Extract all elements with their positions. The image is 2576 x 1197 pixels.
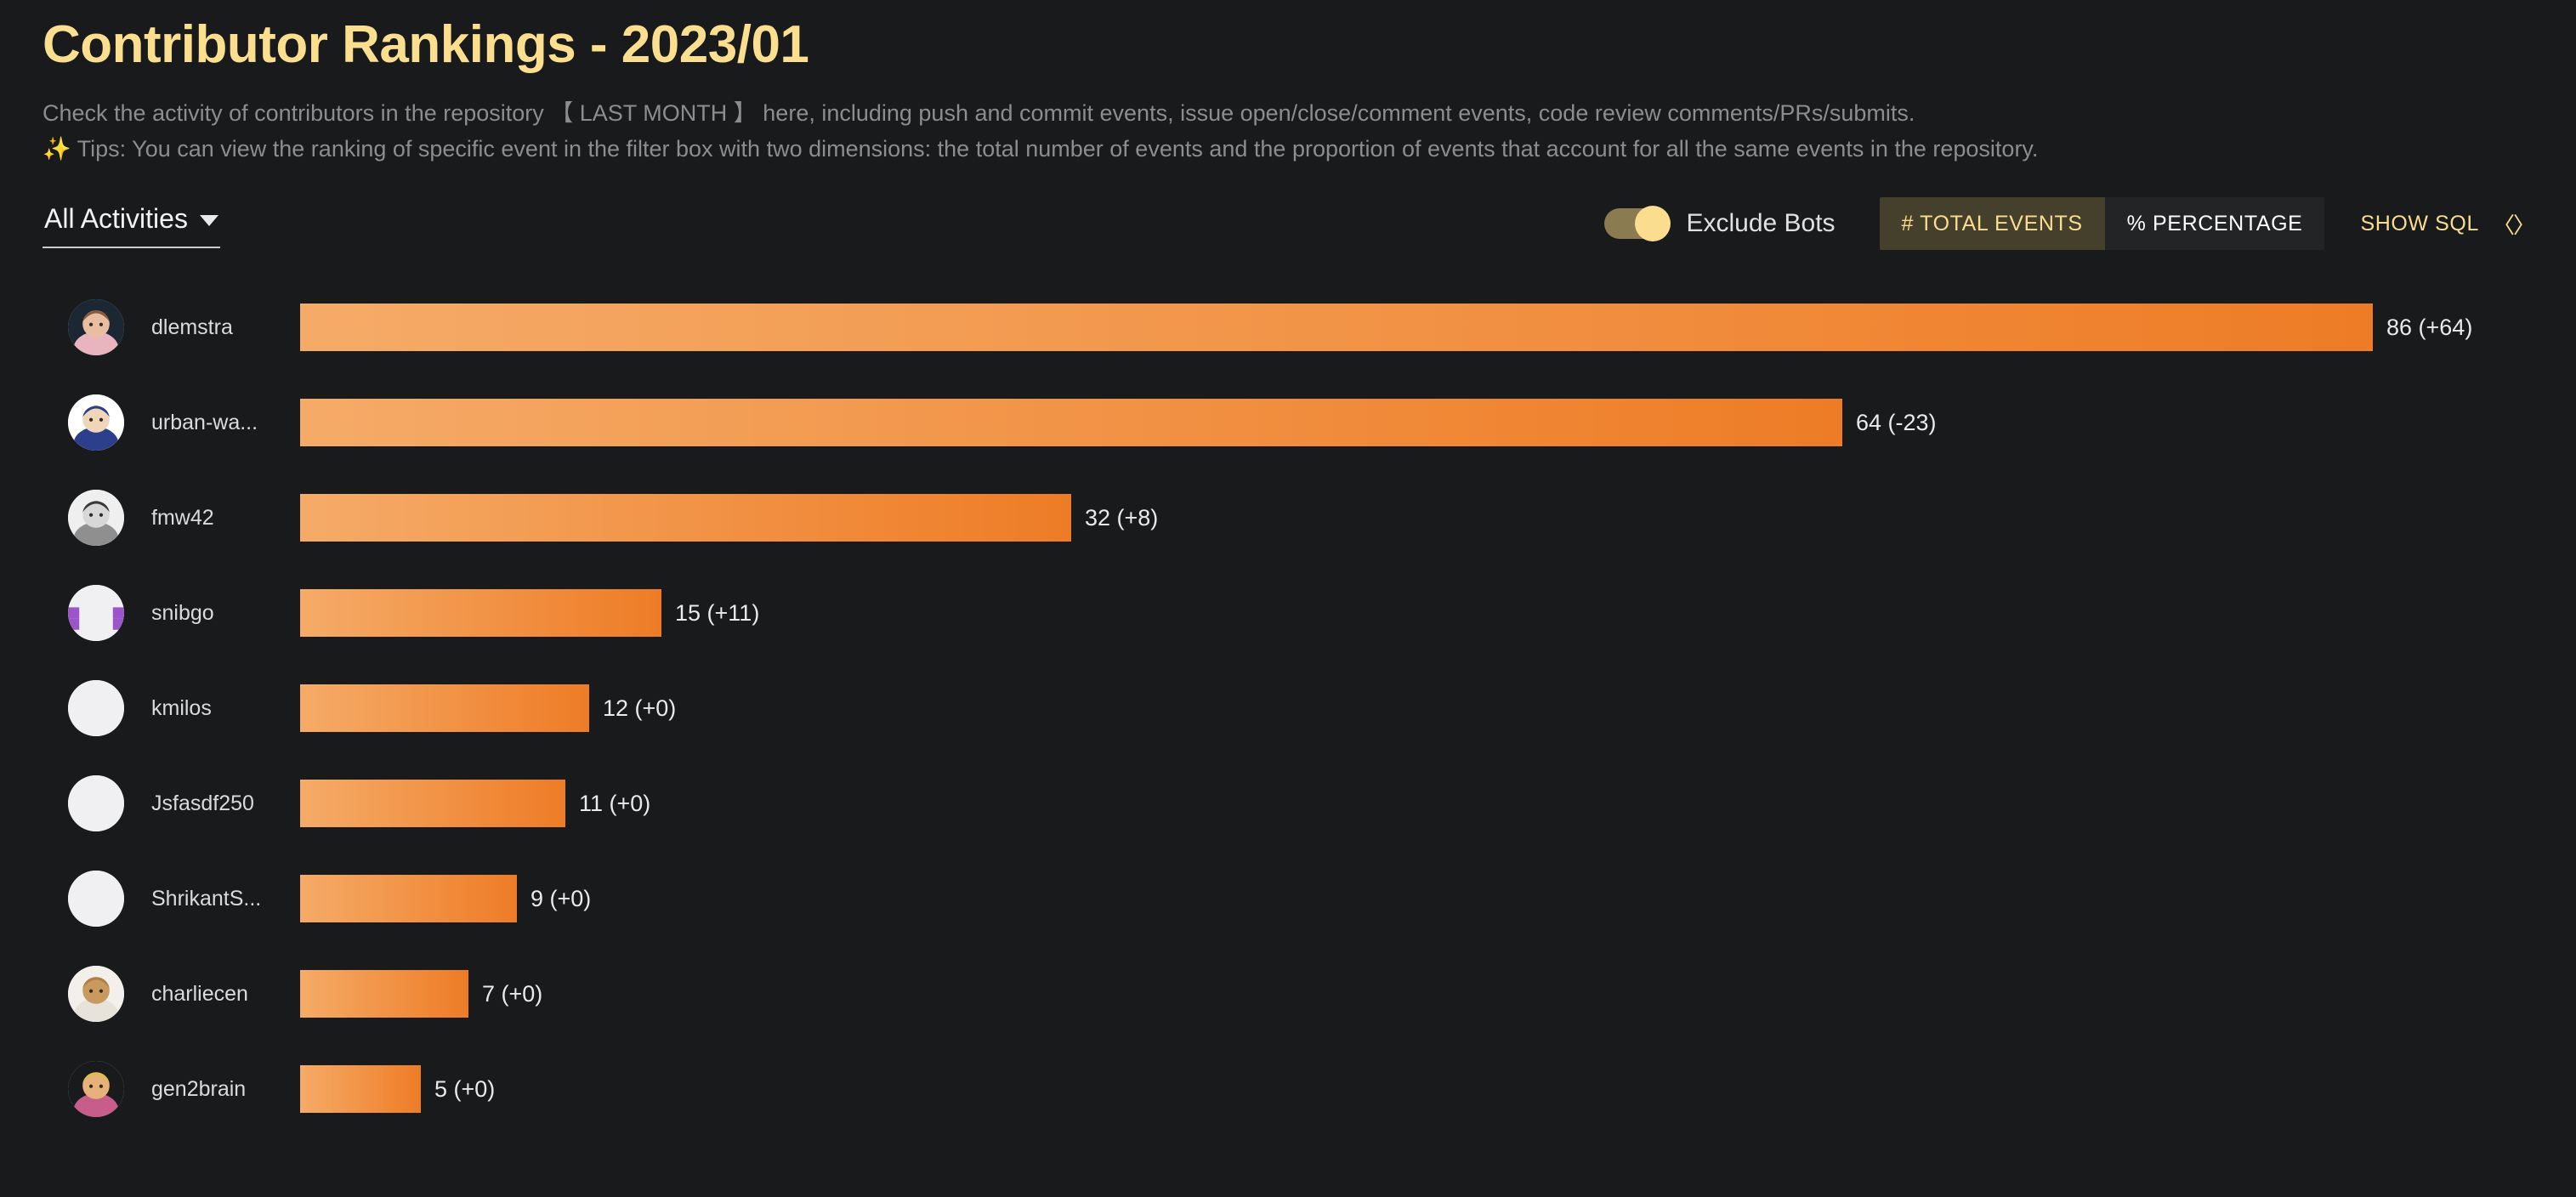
exclude-bots-label: Exclude Bots [1686,209,1836,238]
ranking-row[interactable]: gen2brain 5 (+0) [43,1041,2533,1137]
contributor-bar[interactable] [300,589,661,638]
bar-value-label: 12 (+0) [603,695,677,721]
bar-area: 15 (+11) [300,565,2533,661]
controls-bar: All Activities Exclude Bots # TOTAL EVEN… [43,193,2535,254]
ranking-row[interactable]: fmw42 32 (+8) [43,470,2533,565]
contributor-name[interactable]: snibgo [151,600,214,625]
bar-value-label: 15 (+11) [675,599,760,626]
ranking-row[interactable]: ShrikantS... 9 (+0) [43,851,2533,946]
toggle-track[interactable] [1604,206,1671,242]
avatar [68,394,124,451]
bar-value-label: 11 (+0) [579,790,651,816]
ranking-row[interactable]: urban-wa... 64 (-23) [43,375,2533,470]
bar-area: 9 (+0) [300,851,2533,946]
avatar [68,299,124,356]
avatar [68,1061,124,1118]
activity-filter-label: All Activities [44,202,188,234]
avatar [68,966,124,1023]
tab-total-events[interactable]: # TOTAL EVENTS [1879,197,2105,251]
description-line-1: Check the activity of contributors in th… [43,100,1915,127]
bar-area: 64 (-23) [300,375,2533,470]
bar-value-label: 86 (+64) [2386,314,2473,340]
page-title: Contributor Rankings - 2023/01 [43,15,809,74]
bar-value-label: 9 (+0) [531,885,592,911]
avatar [68,871,124,928]
bar-area: 32 (+8) [300,470,2533,565]
chevron-down-icon [199,214,218,226]
contributor-name[interactable]: Jsfasdf250 [151,791,254,815]
code-brackets-icon: 〈〉 [2492,212,2535,238]
activity-filter-select[interactable]: All Activities [43,200,220,248]
bar-area: 7 (+0) [300,946,2533,1041]
avatar [68,680,124,737]
ranking-row[interactable]: snibgo 15 (+11) [43,565,2533,661]
contributor-bar[interactable] [300,304,2373,352]
avatar [68,775,124,832]
ranking-row[interactable]: kmilos 12 (+0) [43,661,2533,756]
bar-area: 86 (+64) [300,280,2533,375]
contributor-bar[interactable] [300,684,589,733]
toggle-knob [1635,206,1671,242]
show-sql-button[interactable]: SHOW SQL 〈〉 [2360,208,2535,240]
description-line-2-wrap: ✨ Tips: You can view the ranking of spec… [43,132,2533,167]
tab-percentage[interactable]: % PERCENTAGE [2104,197,2325,251]
bar-area: 12 (+0) [300,661,2533,756]
show-sql-label: SHOW SQL [2360,211,2479,235]
contributor-bar[interactable] [300,494,1071,542]
ranking-row[interactable]: charliecen 7 (+0) [43,946,2533,1041]
contributor-bar[interactable] [300,875,517,923]
contributor-name[interactable]: charliecen [151,981,248,1006]
right-controls: Exclude Bots # TOTAL EVENTS % PERCENTAGE… [1604,193,2535,254]
sparkle-icon: ✨ [43,136,71,162]
metric-toggle-group: # TOTAL EVENTS % PERCENTAGE [1879,197,2325,251]
contributor-bar[interactable] [300,399,1842,447]
panel-description: Check the activity of contributors in th… [43,96,2533,167]
contributor-name[interactable]: dlemstra [151,315,233,339]
contributor-name[interactable]: kmilos [151,695,212,720]
bar-value-label: 7 (+0) [482,980,543,1007]
ranking-list: dlemstra 86 (+64) urban-wa... 64 (-23) fmw42… [43,280,2533,1137]
bar-value-label: 5 (+0) [434,1075,496,1102]
contributor-bar[interactable] [300,1065,421,1114]
ranking-row[interactable]: Jsfasdf250 11 (+0) [43,756,2533,851]
avatar [68,585,124,642]
ranking-row[interactable]: dlemstra 86 (+64) [43,280,2533,375]
contributor-name[interactable]: fmw42 [151,505,214,530]
contributor-bar[interactable] [300,970,468,1018]
bar-value-label: 64 (-23) [1856,409,1937,435]
contributor-bar[interactable] [300,780,565,828]
bar-area: 11 (+0) [300,756,2533,851]
contributor-name[interactable]: urban-wa... [151,410,258,434]
description-line-2: Tips: You can view the ranking of specif… [77,136,2039,162]
contributor-name[interactable]: gen2brain [151,1076,247,1101]
contributor-name[interactable]: ShrikantS... [151,886,262,911]
exclude-bots-toggle[interactable]: Exclude Bots [1604,206,1836,242]
bar-area: 5 (+0) [300,1041,2533,1137]
avatar [68,490,124,547]
bar-value-label: 32 (+8) [1085,504,1159,530]
